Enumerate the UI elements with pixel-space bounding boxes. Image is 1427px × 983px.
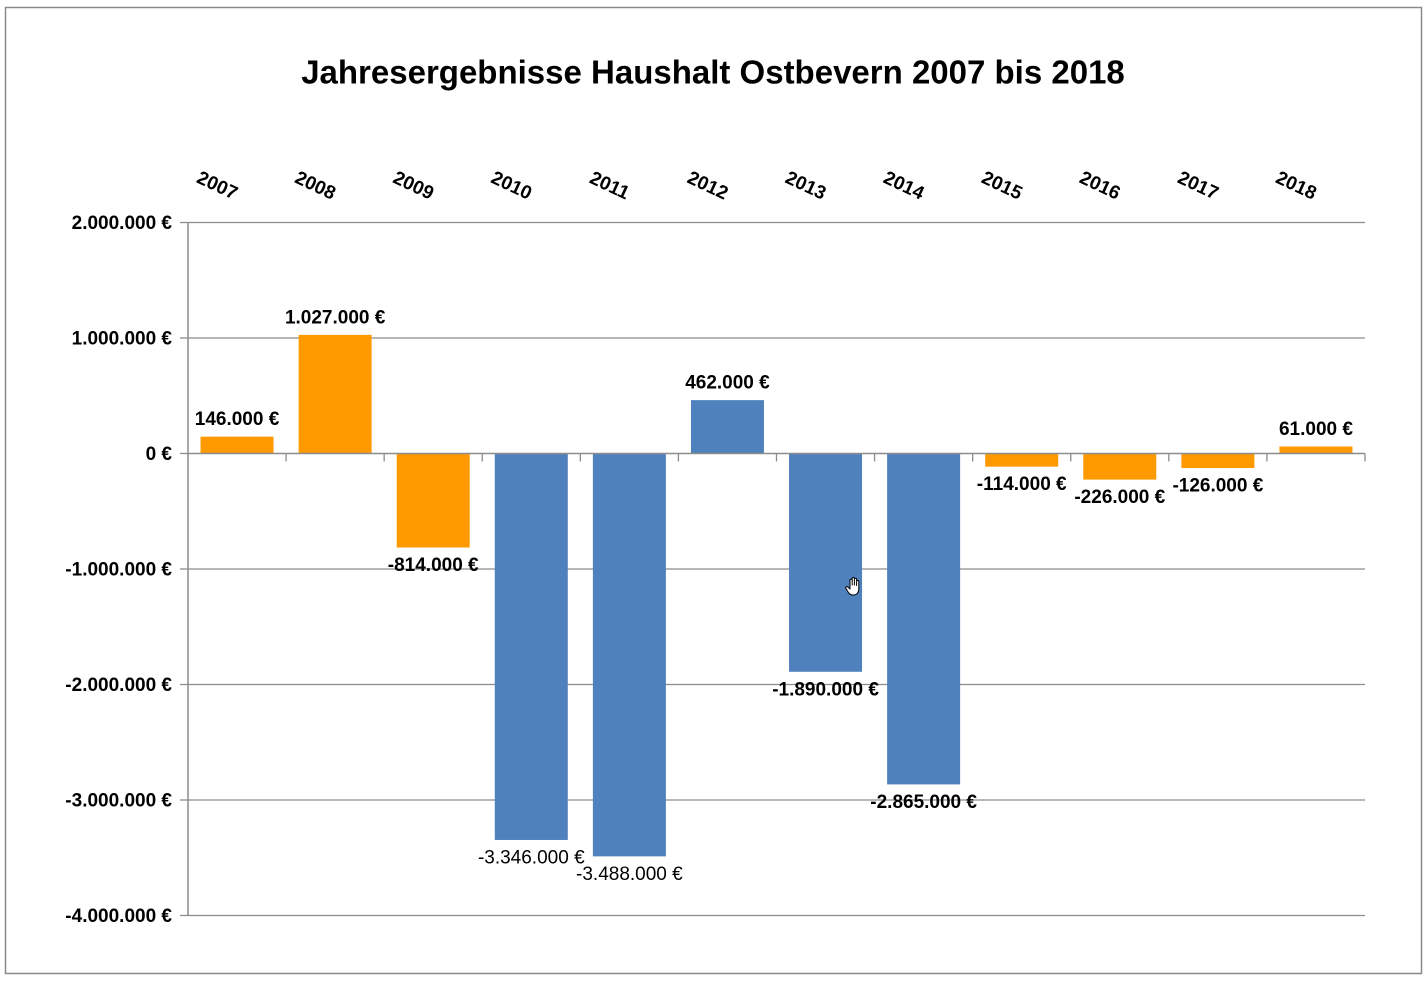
bar-2012 <box>690 400 764 454</box>
data-label: -114.000 € <box>977 474 1067 495</box>
gridlines <box>188 221 1365 917</box>
y-tick-label: -2.000.000 € <box>65 675 172 696</box>
data-label: -3.346.000 € <box>478 847 585 868</box>
data-label: -126.000 € <box>1172 476 1263 497</box>
y-tick-label: -3.000.000 € <box>65 791 172 812</box>
y-tick-label: 1.000.000 € <box>72 329 173 350</box>
data-label: 1.027.000 € <box>285 307 386 328</box>
chart-title: Jahresergebnisse Haushalt Ostbevern 2007… <box>301 54 1125 91</box>
bar-2017 <box>1181 453 1255 469</box>
data-label: -226.000 € <box>1074 487 1165 508</box>
bar-2011 <box>592 453 666 857</box>
bar-2015 <box>985 453 1059 467</box>
bar-2008 <box>298 334 372 454</box>
y-tick-label: 2.000.000 € <box>72 213 173 234</box>
chart-frame <box>4 6 1423 975</box>
data-label: 462.000 € <box>685 373 770 394</box>
bar-2007 <box>200 436 274 454</box>
data-label: -1.890.000 € <box>772 679 879 700</box>
data-label: 61.000 € <box>1279 419 1353 440</box>
bar-2010 <box>494 453 568 840</box>
bar-2014 <box>887 453 961 785</box>
bar-2018 <box>1279 446 1353 454</box>
y-tick-label: -4.000.000 € <box>65 906 172 927</box>
bar-2009 <box>396 453 470 548</box>
data-label: 146.000 € <box>195 409 280 430</box>
data-label: -2.865.000 € <box>870 792 977 813</box>
bars <box>200 334 1353 857</box>
y-tick-label: -1.000.000 € <box>65 560 172 581</box>
bar-2013 <box>789 453 863 672</box>
data-label: -814.000 € <box>388 555 479 576</box>
hand-cursor-outline <box>845 577 860 596</box>
hand-cursor-icon <box>845 577 860 596</box>
bar-2016 <box>1083 453 1157 480</box>
data-label: -3.488.000 € <box>576 864 683 885</box>
y-tick-label: 0 € <box>146 444 173 465</box>
axes <box>180 221 1366 917</box>
